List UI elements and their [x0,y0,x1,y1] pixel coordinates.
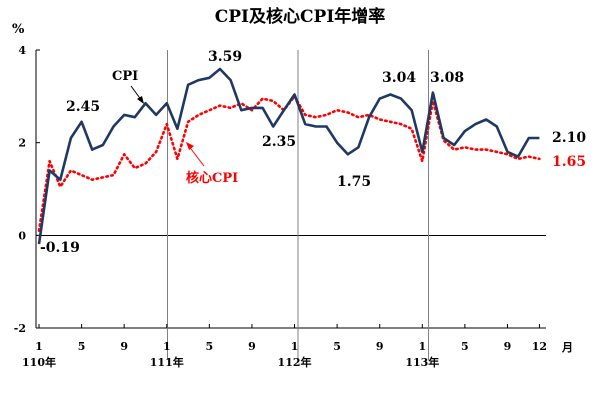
x-tick-label: 9 [248,340,256,353]
y-axis-unit: % [12,22,25,37]
x-tick-label: 9 [376,340,384,353]
series-line-cpi [37,67,540,245]
x-tick-label: 5 [333,340,341,353]
annotation-cpi-2-35: 2.35 [262,134,296,150]
legend-arrow-core-head [186,142,194,150]
x-tick-label: 5 [206,340,214,353]
x-tick-label: 5 [78,340,86,353]
y-ticks: 4 2 0 -2 [14,44,40,335]
axes [35,50,546,360]
year-label: 111年 [150,355,184,369]
year-label: 112年 [278,355,312,369]
x-tick-label: 9 [120,340,128,353]
annotation-cpi-3-59: 3.59 [208,49,242,65]
x-ticks: 1 5 9 1 5 9 1 5 9 1 5 9 12 [35,324,547,353]
year-label: 110年 [22,355,56,369]
annotation-core-last: 1.65 [552,154,586,170]
x-tick-label: 1 [35,340,43,353]
annotation-cpi-3-08: 3.08 [430,70,464,86]
annotation-min-cpi: -0.19 [40,240,80,256]
legend-label-core: 核心CPI [186,170,238,186]
legend: CPI 核心CPI [112,69,238,186]
y-tick-label: 2 [18,137,26,150]
y-tick-label: 4 [18,44,26,57]
legend-arrow-cpi-head [137,96,144,104]
legend-label-cpi: CPI [112,69,138,84]
annotation-cpi-3-04: 3.04 [382,70,416,86]
y-tick-label: -2 [14,322,26,335]
year-label: 113年 [405,355,439,369]
annotation-cpi-last: 2.10 [552,130,586,146]
x-tick-label: 9 [504,340,512,353]
x-tick-label: 1 [418,340,426,353]
x-tick-label: 5 [461,340,469,353]
annotation-cpi-1-75: 1.75 [337,174,371,190]
x-tick-label: 1 [291,340,299,353]
annotations: -0.19 2.45 3.59 2.35 1.75 3.04 3.08 2.10… [40,49,586,256]
y-tick-label: 0 [18,229,26,242]
x-tick-label: 1 [163,340,171,353]
series-line-core-cpi [37,95,541,232]
x-axis-unit: 月 [561,341,573,354]
annotation-cpi-2-45: 2.45 [66,99,100,115]
x-tick-label: 12 [532,340,547,353]
chart-title: CPI及核心CPI年增率 [215,6,386,27]
series-layer [37,67,541,245]
year-labels: 110年 111年 112年 113年 [22,355,439,369]
